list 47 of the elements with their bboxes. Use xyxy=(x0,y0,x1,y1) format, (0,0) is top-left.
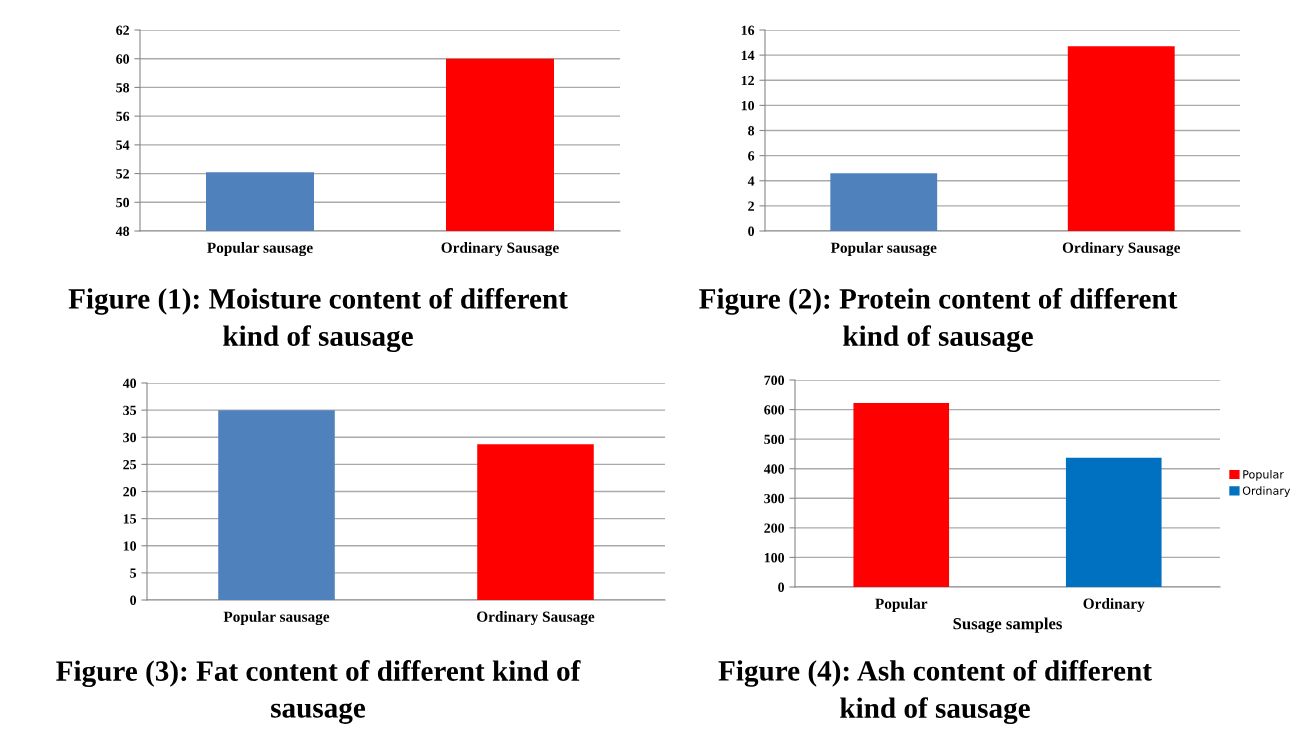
y-tick-label: 14 xyxy=(741,50,755,60)
y-tick-label: 200 xyxy=(764,523,785,533)
y-tick-label: 700 xyxy=(764,375,785,385)
y-tick-label: 62 xyxy=(116,25,129,35)
y-tick-label: 60 xyxy=(116,54,130,64)
y-tick-label: 56 xyxy=(116,111,130,122)
y-tick-label: 0 xyxy=(130,595,137,605)
y-tick-label: 48 xyxy=(115,226,130,236)
y-tick-label: 54 xyxy=(116,140,130,150)
y-tick-label: 0 xyxy=(778,582,785,592)
x-tick-label: Popular sausage xyxy=(207,242,313,257)
y-tick-label: 400 xyxy=(763,464,785,474)
text: Figure (2): Protein content of different kind of sausage xyxy=(699,287,1178,353)
y-tick-label: 20 xyxy=(123,487,137,497)
y-tick-label: 5 xyxy=(130,568,137,578)
y-tick-label: 10 xyxy=(123,541,137,551)
y-tick-label: 300 xyxy=(764,493,785,504)
legend-label: Ordinary xyxy=(1242,486,1291,498)
text: Figure (3): Fat content of different kind of sausage xyxy=(56,660,581,724)
legend-label: Popular xyxy=(1243,469,1284,481)
y-tick-label: 50 xyxy=(116,197,130,208)
y-tick-label: 8 xyxy=(748,126,755,136)
y-tick-label: 4 xyxy=(747,176,755,186)
x-tick-label: Popular sausage xyxy=(223,611,330,626)
text: Figure (1): Moisture content of different kind of sausage xyxy=(68,287,568,353)
y-tick-label: 500 xyxy=(764,434,785,445)
y-tick-label: 25 xyxy=(123,460,137,470)
y-tick-label: 2 xyxy=(748,201,754,211)
y-tick-label: 12 xyxy=(741,75,754,86)
x-tick-label: Ordinary Sausage xyxy=(477,611,595,626)
y-tick-label: 16 xyxy=(741,25,755,35)
y-tick-label: 35 xyxy=(123,405,137,416)
y-tick-label: 0 xyxy=(748,226,755,236)
y-tick-label: 10 xyxy=(741,100,755,111)
x-tick-label: Ordinary Sausage xyxy=(1062,242,1181,257)
y-tick-label: 100 xyxy=(764,553,785,563)
x-tick-label: Ordinary Sausage xyxy=(441,242,559,257)
x-axis-title: Susage samples xyxy=(953,617,1062,633)
x-tick-label: Popular sausage xyxy=(830,242,937,257)
y-tick-label: 40 xyxy=(122,378,137,388)
text: Figure (4): Ash content of different kind of sausage xyxy=(718,659,1152,725)
y-tick-label: 6 xyxy=(748,151,755,161)
y-tick-label: 600 xyxy=(764,405,785,415)
y-tick-label: 58 xyxy=(116,83,130,93)
y-tick-label: 52 xyxy=(116,169,129,179)
y-tick-label: 30 xyxy=(123,432,137,443)
y-tick-label: 15 xyxy=(123,514,137,524)
